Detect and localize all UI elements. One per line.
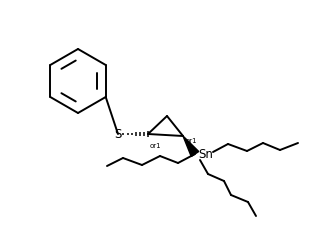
Text: or1: or1 (150, 143, 162, 149)
Text: Sn: Sn (198, 148, 213, 160)
Text: or1: or1 (186, 138, 198, 144)
Polygon shape (183, 136, 199, 156)
Text: S: S (114, 127, 122, 140)
